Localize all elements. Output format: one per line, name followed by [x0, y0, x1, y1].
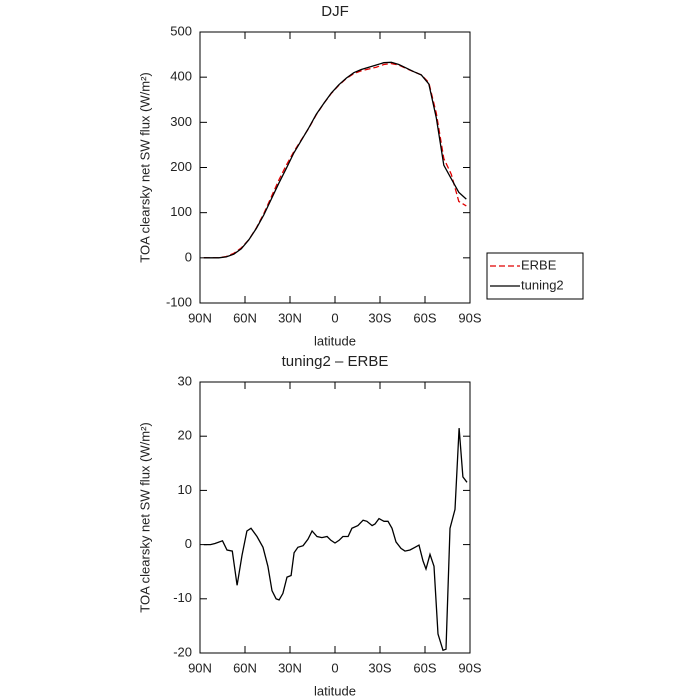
- y-tick-label: 100: [170, 204, 192, 219]
- x-tick-label: 90N: [188, 310, 212, 325]
- y-tick-label: -100: [166, 294, 192, 309]
- y-tick-label: 30: [178, 373, 192, 388]
- x-tick-label: 90S: [458, 660, 481, 675]
- y-axis-label: TOA clearsky net SW flux (W/m²): [137, 422, 152, 612]
- x-axis-label: latitude: [314, 683, 356, 698]
- chart-title: tuning2 – ERBE: [282, 353, 389, 370]
- plot-frame: [199, 381, 471, 654]
- x-tick-label: 90S: [458, 310, 481, 325]
- data-line: [203, 62, 467, 259]
- legend-box: [486, 252, 584, 300]
- x-tick-label: 30S: [368, 310, 391, 325]
- x-tick-label: 0: [331, 660, 338, 675]
- y-tick-label: 200: [170, 159, 192, 174]
- x-axis-label: latitude: [314, 333, 356, 348]
- x-tick-label: 0: [331, 310, 338, 325]
- y-tick-label: 20: [178, 428, 192, 443]
- y-tick-label: 400: [170, 69, 192, 84]
- x-tick-label: 30S: [368, 660, 391, 675]
- x-tick-label: 30N: [278, 660, 302, 675]
- y-tick-label: -20: [173, 644, 192, 659]
- y-tick-label: 0: [185, 249, 192, 264]
- y-tick-label: -10: [173, 590, 192, 605]
- y-tick-label: 300: [170, 114, 192, 129]
- y-axis-label: TOA clearsky net SW flux (W/m²): [137, 72, 152, 262]
- data-line: [203, 61, 467, 259]
- x-tick-label: 60N: [233, 310, 257, 325]
- x-tick-label: 60N: [233, 660, 257, 675]
- y-tick-label: 500: [170, 23, 192, 38]
- legend-label: tuning2: [521, 277, 564, 292]
- chart-title: DJF: [321, 3, 349, 20]
- plot-frame: [199, 31, 471, 304]
- data-line: [203, 428, 468, 652]
- x-tick-label: 60S: [413, 660, 436, 675]
- y-tick-label: 10: [178, 482, 192, 497]
- x-tick-label: 90N: [188, 660, 212, 675]
- x-tick-label: 60S: [413, 310, 436, 325]
- y-tick-label: 0: [185, 536, 192, 551]
- x-tick-label: 30N: [278, 310, 302, 325]
- legend-label: ERBE: [521, 257, 557, 272]
